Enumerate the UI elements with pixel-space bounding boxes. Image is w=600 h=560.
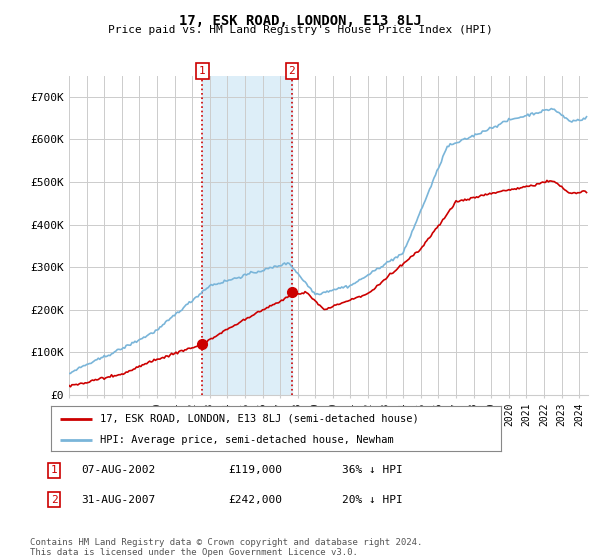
Text: 1: 1 [50, 465, 58, 475]
Text: 17, ESK ROAD, LONDON, E13 8LJ: 17, ESK ROAD, LONDON, E13 8LJ [179, 14, 421, 28]
Text: 1: 1 [199, 66, 206, 76]
Bar [202, 76, 292, 395]
Text: 2: 2 [50, 494, 58, 505]
Text: Price paid vs. HM Land Registry's House Price Index (HPI): Price paid vs. HM Land Registry's House … [107, 25, 493, 35]
Text: £242,000: £242,000 [228, 494, 282, 505]
Text: 31-AUG-2007: 31-AUG-2007 [81, 494, 155, 505]
Text: 36% ↓ HPI: 36% ↓ HPI [342, 465, 403, 475]
Text: Contains HM Land Registry data © Crown copyright and database right 2024.
This d: Contains HM Land Registry data © Crown c… [30, 538, 422, 557]
Text: HPI: Average price, semi-detached house, Newham: HPI: Average price, semi-detached house,… [101, 435, 394, 445]
Text: 07-AUG-2002: 07-AUG-2002 [81, 465, 155, 475]
Text: £119,000: £119,000 [228, 465, 282, 475]
Text: 2: 2 [289, 66, 295, 76]
Text: 20% ↓ HPI: 20% ↓ HPI [342, 494, 403, 505]
Text: 17, ESK ROAD, LONDON, E13 8LJ (semi-detached house): 17, ESK ROAD, LONDON, E13 8LJ (semi-deta… [101, 413, 419, 423]
